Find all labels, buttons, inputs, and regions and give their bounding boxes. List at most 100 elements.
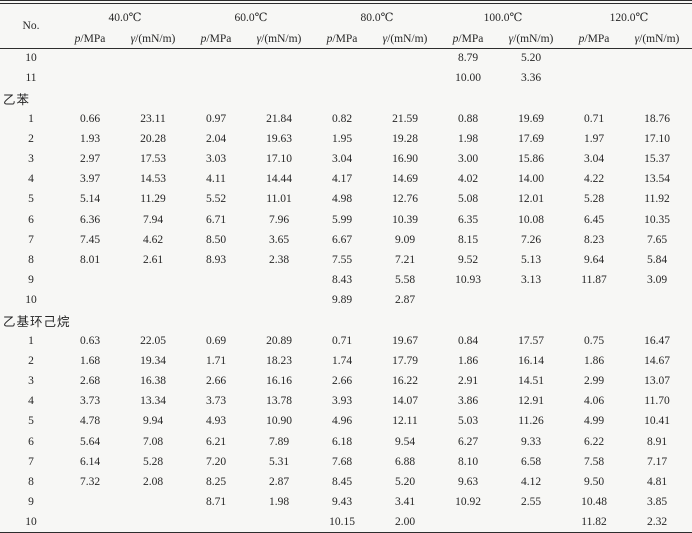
pressure-value: 6.45 — [583, 213, 605, 226]
surface-tension-value: 10.90 — [266, 415, 292, 428]
pressure-value — [62, 290, 118, 310]
surface-tension-value: 16.22 — [392, 375, 418, 388]
pressure-symbol: p — [74, 33, 81, 46]
surface-tension-value: 15.86 — [518, 153, 544, 166]
table-row: 8 8.01 2.61 8.93 2.38 7.55 7.21 9.52 5.13 9.64 5.8… — [0, 250, 692, 270]
surface-tension-value: 2.38 — [268, 253, 290, 266]
surface-tension-value: 7.94 — [142, 213, 164, 226]
pressure-value: 6.14 — [79, 455, 101, 468]
row-number: 11 — [25, 72, 37, 85]
pressure-value: 4.17 — [331, 173, 353, 186]
row-number: 6 — [28, 435, 34, 448]
pressure-value: 7.45 — [79, 233, 101, 246]
pressure-value: 3.86 — [457, 395, 479, 408]
pressure-value — [566, 290, 622, 310]
surface-tension-value: 10.35 — [644, 213, 670, 226]
pressure-value: 8.15 — [457, 233, 479, 246]
pressure-value: 8.79 — [457, 52, 479, 65]
pressure-value: 3.73 — [79, 395, 101, 408]
surface-tension-value: 13.78 — [266, 395, 292, 408]
temp-header-120: 120.0℃ — [566, 2, 692, 31]
pressure-value: 2.91 — [457, 375, 479, 388]
table-row: 6 5.64 7.08 6.21 7.89 6.18 9.54 6.27 9.33 6.22 8.9… — [0, 432, 692, 452]
pressure-value: 1.97 — [583, 132, 605, 145]
row-number: 1 — [28, 334, 34, 347]
row-number: 10 — [25, 516, 37, 529]
pressure-value: 5.64 — [79, 435, 101, 448]
surface-tension-value: 22.05 — [140, 334, 166, 347]
pressure-value: 10.15 — [329, 516, 355, 529]
pressure-value: 6.36 — [79, 213, 101, 226]
gamma-unit: /(mN/m) — [261, 33, 302, 46]
table-row: 8 7.32 2.08 8.25 2.87 8.45 5.20 9.63 4.12 9.50 4.8… — [0, 472, 692, 492]
surface-tension-value: 4.12 — [520, 476, 542, 489]
surface-tension-value: 19.69 — [518, 112, 544, 125]
row-number: 7 — [28, 455, 34, 468]
surface-tension-value: 11.92 — [644, 193, 670, 206]
row-number: 1 — [28, 112, 34, 125]
surface-tension-value: 17.53 — [140, 153, 166, 166]
gamma-column-header: γ/(mN/m) — [118, 31, 188, 48]
surface-tension-value: 9.94 — [142, 415, 164, 428]
surface-tension-value: 10.41 — [644, 415, 670, 428]
row-number: 9 — [28, 274, 34, 287]
pressure-column-header: p/MPa — [188, 31, 244, 48]
pressure-value: 3.04 — [331, 153, 353, 166]
pressure-value: 3.93 — [331, 395, 353, 408]
surface-tension-value: 12.11 — [392, 415, 418, 428]
row-number: 10 — [25, 294, 37, 307]
temperature-header-row: No. 40.0℃ 60.0℃ 80.0℃ 100.0℃ 120.0℃ — [0, 2, 692, 32]
surface-tension-value: 7.96 — [268, 213, 290, 226]
surface-tension-value: 10.39 — [392, 213, 418, 226]
row-number: 8 — [28, 253, 34, 266]
row-number: 2 — [28, 354, 34, 367]
pressure-value: 2.66 — [331, 375, 353, 388]
pressure-value — [62, 492, 118, 512]
pressure-value: 0.71 — [331, 334, 353, 347]
surface-tension-value: 21.84 — [266, 112, 292, 125]
pressure-value — [62, 68, 118, 88]
row-number: 3 — [28, 375, 34, 388]
surface-tension-value: 11.70 — [644, 395, 670, 408]
surface-tension-value: 3.13 — [520, 274, 542, 287]
pressure-value: 6.67 — [331, 233, 353, 246]
surface-tension-value — [118, 68, 188, 88]
surface-tension-value: 12.01 — [518, 193, 544, 206]
pressure-value: 4.93 — [205, 415, 227, 428]
pressure-symbol: p — [326, 33, 333, 46]
pressure-symbol: p — [200, 33, 207, 46]
surface-tension-value: 12.76 — [392, 193, 418, 206]
surface-tension-value: 19.34 — [140, 354, 166, 367]
surface-tension-value — [622, 48, 692, 68]
row-number: 8 — [28, 476, 34, 489]
table-row: 9 8.71 1.98 9.43 3.41 10.92 2.55 10.48 3.85 — [0, 492, 692, 512]
surface-tension-value: 1.98 — [268, 496, 290, 509]
pressure-value: 10.00 — [455, 72, 481, 85]
surface-tension-value: 5.58 — [394, 274, 416, 287]
table-row: 6 6.36 7.94 6.71 7.96 5.99 10.39 6.35 10.08 6.45 1… — [0, 210, 692, 230]
surface-tension-value — [244, 48, 314, 68]
surface-tension-value: 19.63 — [266, 132, 292, 145]
pressure-unit: /MPa — [584, 33, 610, 46]
sub-header-row: p/MPa γ/(mN/m) p/MPa γ/(mN/m) p/MPa γ/(m… — [0, 31, 692, 48]
row-number: 9 — [28, 496, 34, 509]
surface-tension-value: 9.33 — [520, 435, 542, 448]
surface-tension-value: 6.88 — [394, 455, 416, 468]
row-number: 7 — [28, 233, 34, 246]
surface-tension-value: 16.47 — [644, 334, 670, 347]
surface-tension-value: 8.91 — [646, 435, 668, 448]
pressure-value: 9.89 — [331, 294, 353, 307]
surface-tension-value: 2.55 — [520, 496, 542, 509]
surface-tension-value — [244, 270, 314, 290]
pressure-value: 0.69 — [205, 334, 227, 347]
pressure-value: 8.01 — [79, 253, 101, 266]
temp-header-80-label: 80.0℃ — [324, 4, 430, 31]
surface-tension-value: 13.54 — [644, 173, 670, 186]
surface-tension-value: 20.89 — [266, 334, 292, 347]
gamma-symbol: γ — [382, 33, 388, 46]
gamma-column-header: γ/(mN/m) — [370, 31, 440, 48]
pressure-value — [314, 68, 370, 88]
pressure-value: 1.86 — [583, 354, 605, 367]
surface-tension-value: 23.11 — [140, 112, 166, 125]
